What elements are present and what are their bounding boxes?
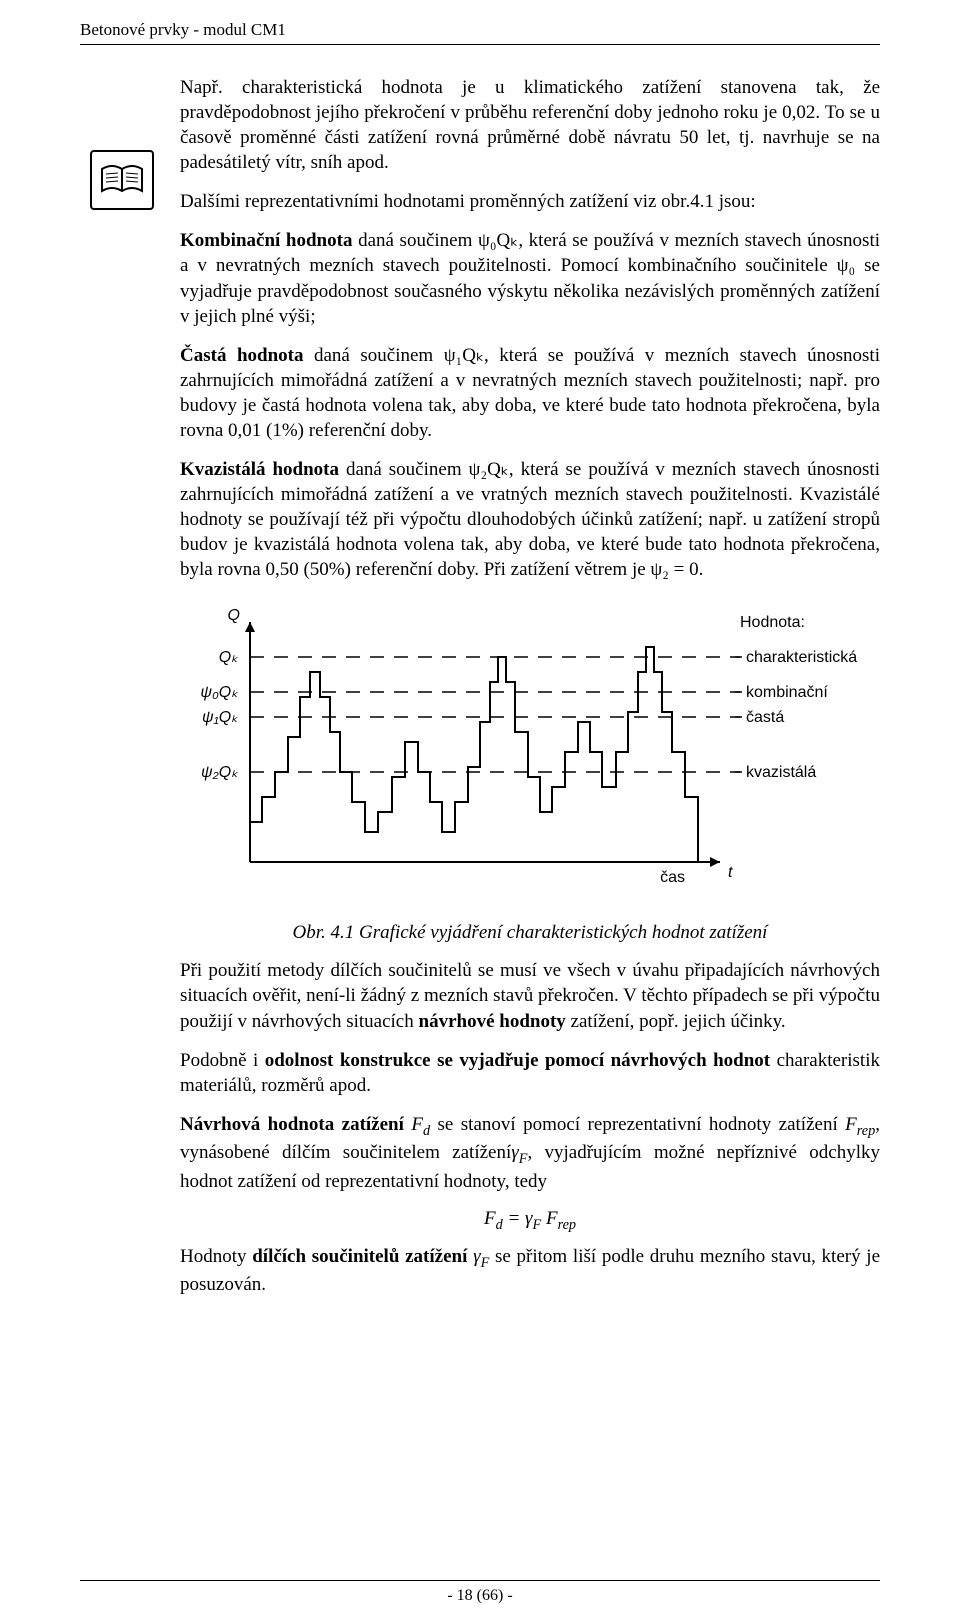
figure-caption: Obr. 4.1 Grafické vyjádření charakterist… xyxy=(180,922,880,944)
p8-sym3: γF xyxy=(511,1142,527,1163)
load-series xyxy=(250,647,698,862)
paragraph-6: Při použití metody dílčích součinitelů s… xyxy=(180,958,880,1033)
page-header: Betonové prvky - modul CM1 xyxy=(80,20,880,40)
p3-lead: Kombinační hodnota xyxy=(180,230,352,251)
page-number: - 18 (66) - xyxy=(447,1587,512,1604)
p7-a: Podobně i xyxy=(180,1050,265,1071)
y-axis-label: Q xyxy=(228,607,240,624)
paragraph-7: Podobně i odolnost konstrukce se vyjadřu… xyxy=(180,1048,880,1098)
paragraph-4: Častá hodnota daná součinem ψ₁Qₖ, která … xyxy=(180,343,880,443)
paragraph-3: Kombinační hodnota daná součinem ψ₀Qₖ, k… xyxy=(180,228,880,328)
body-column: Např. charakteristická hodnota je u klim… xyxy=(180,75,880,1298)
p9-a: Hodnoty xyxy=(180,1246,252,1267)
p5-lead: Kvazistálá hodnota xyxy=(180,459,339,480)
p7-bold: odolnost konstrukce se vyjadřuje pomocí … xyxy=(265,1050,770,1071)
p4-lead: Častá hodnota xyxy=(180,345,303,366)
figure-4-1: Q čas t Hodnota: Qₖ charakteristická ψ₀Qₖ k… xyxy=(180,602,880,912)
p6-tail: zatížení, popř. jejich účinky. xyxy=(566,1011,786,1032)
p8-bold: Návrhová hodnota zatížení xyxy=(180,1114,411,1135)
level-left-y_psi2: ψ₂Qₖ xyxy=(201,764,238,781)
formula: Fd = γF Frep xyxy=(180,1208,880,1234)
level-right-y_Qk: charakteristická xyxy=(746,649,857,666)
p8-sym: Fd xyxy=(411,1114,430,1135)
page-footer: - 18 (66) - xyxy=(0,1580,960,1605)
paragraph-5: Kvazistálá hodnota daná součinem ψ₂Qₖ, k… xyxy=(180,457,880,582)
p9-sym: γF xyxy=(473,1246,489,1267)
level-right-y_psi1: častá xyxy=(746,709,784,726)
p8-sym2: Frep xyxy=(845,1114,875,1135)
level-left-y_psi1: ψ₁Qₖ xyxy=(202,709,238,726)
level-right-y_psi0: kombinační xyxy=(746,684,828,701)
p6-bold: návrhové hodnoty xyxy=(419,1011,566,1032)
header-rule xyxy=(80,44,880,45)
page: Betonové prvky - modul CM1 Např. charakt… xyxy=(0,0,960,1617)
chart-svg: Q čas t Hodnota: Qₖ charakteristická ψ₀Qₖ k… xyxy=(180,602,880,912)
level-left-y_psi0: ψ₀Qₖ xyxy=(200,684,238,701)
x-axis-t-label: t xyxy=(728,864,733,881)
p9-bold: dílčích součinitelů zatížení xyxy=(252,1246,473,1267)
p8-mid: se stanoví pomocí reprezentativní hodnot… xyxy=(430,1114,845,1135)
paragraph-9: Hodnoty dílčích součinitelů zatížení γF … xyxy=(180,1244,880,1298)
book-icon xyxy=(90,150,154,210)
paragraph-2: Dalšími reprezentativními hodnotami prom… xyxy=(180,189,880,214)
paragraph-1: Např. charakteristická hodnota je u klim… xyxy=(180,75,880,175)
footer-rule xyxy=(80,1580,880,1581)
level-right-y_psi2: kvazistálá xyxy=(746,764,816,781)
legend-title: Hodnota: xyxy=(740,614,805,631)
x-axis-time-label: čas xyxy=(660,869,685,886)
level-left-y_Qk: Qₖ xyxy=(219,649,238,666)
paragraph-8: Návrhová hodnota zatížení Fd se stanoví … xyxy=(180,1112,880,1194)
